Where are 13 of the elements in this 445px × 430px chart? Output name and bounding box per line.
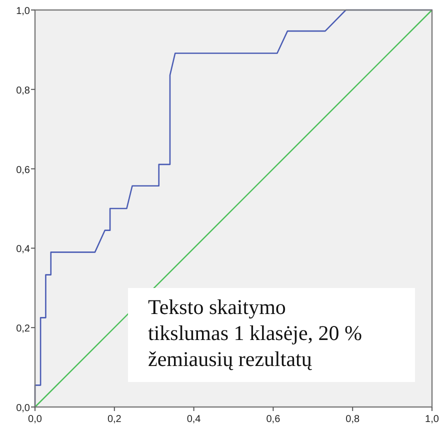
y-tick-label: 0,4 (16, 244, 30, 256)
y-tick-label: 0,8 (16, 85, 30, 96)
y-tick-label: 0,6 (16, 164, 30, 176)
y-tick-label: 1,0 (16, 6, 30, 17)
x-tick-label: 0,6 (266, 414, 281, 425)
y-tick-label: 0,2 (16, 324, 30, 335)
x-tick-label: 1,0 (425, 414, 440, 425)
x-tick-label: 0,4 (186, 414, 202, 425)
y-tick-label: 0,0 (16, 403, 30, 414)
x-tick-label: 0,0 (28, 414, 42, 425)
x-tick-label: 0,2 (107, 414, 122, 425)
annotation: Teksto skaitymo tikslumas 1 klasėje, 20 % žemiausių rezultatų (148, 295, 362, 371)
x-tick-label: 0,8 (346, 414, 360, 425)
